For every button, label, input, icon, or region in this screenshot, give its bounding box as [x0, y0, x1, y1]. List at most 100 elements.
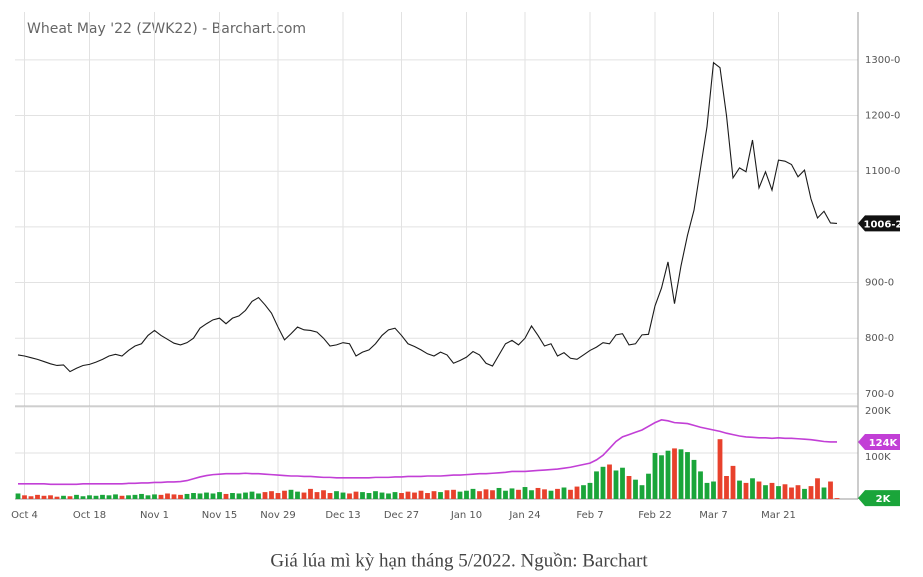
volume-bar — [152, 494, 157, 499]
y-tick-label: 900-0 — [865, 278, 894, 289]
volume-bar — [197, 493, 203, 499]
volume-bar — [119, 495, 125, 499]
volume-bar — [178, 494, 183, 499]
y-tick-label: 1100-0 — [865, 166, 900, 177]
volume-bar — [399, 493, 404, 499]
volume-bar — [217, 492, 222, 499]
volume-bar — [360, 492, 365, 499]
volume-bar — [295, 491, 300, 499]
volume-bar — [48, 495, 53, 499]
volume-bar — [457, 491, 463, 499]
bar-tag: 2K — [876, 494, 892, 505]
x-tick-label: Feb 22 — [638, 510, 672, 521]
volume-bar — [646, 473, 651, 499]
volume-bar — [620, 467, 625, 499]
volume-bar — [28, 496, 34, 499]
volume-bar — [483, 489, 489, 499]
volume-bar — [574, 486, 580, 499]
volume-bar — [815, 478, 820, 499]
volume-bar — [54, 496, 60, 499]
volume-bar — [386, 493, 391, 499]
volume-bar — [22, 495, 27, 499]
volume-bar — [711, 481, 716, 499]
volume-bar — [301, 492, 307, 499]
x-tick-label: Oct 4 — [11, 510, 38, 521]
volume-bar — [769, 482, 775, 499]
volume-bar — [165, 493, 170, 499]
volume-bar — [594, 471, 599, 499]
x-tick-label: Oct 18 — [73, 510, 106, 521]
volume-bar — [425, 493, 430, 499]
volume-bar — [717, 439, 723, 499]
volume-bar — [633, 479, 638, 499]
last-price-tag: 1006-2 — [864, 219, 903, 230]
volume-bar — [828, 481, 833, 499]
x-tick-label: Nov 29 — [260, 510, 295, 521]
volume-bar — [392, 492, 398, 499]
x-tick-label: Jan 24 — [508, 510, 540, 521]
y-tick-label: 100K — [865, 452, 891, 463]
caption: Giá lúa mì kỳ hạn tháng 5/2022. Nguồn: B… — [270, 550, 648, 571]
volume-bar — [308, 488, 313, 499]
volume-bar — [724, 476, 729, 499]
x-tick-label: Feb 7 — [576, 510, 603, 521]
open-interest-line — [18, 419, 837, 486]
volume-bar — [340, 492, 346, 499]
volume-bar — [158, 494, 164, 499]
volume-bar — [438, 492, 443, 499]
volume-bar — [490, 490, 495, 499]
volume-bar — [379, 492, 385, 499]
volume-bar — [412, 492, 417, 499]
volume-bar — [405, 491, 411, 499]
volume-bar — [698, 471, 703, 499]
volume-bar — [126, 495, 131, 499]
volume-bar — [568, 489, 573, 499]
volume-bar — [776, 486, 781, 499]
volume-bar — [535, 487, 541, 499]
volume-bar — [67, 496, 73, 499]
volume-bar — [834, 498, 840, 499]
volume-bar — [613, 470, 619, 499]
volume-bar — [15, 493, 21, 499]
volume-bar — [35, 494, 40, 499]
x-tick-label: Nov 1 — [140, 510, 169, 521]
volume-bar — [496, 487, 502, 499]
volume-bar — [555, 488, 560, 499]
volume-bar — [366, 493, 372, 499]
volume-bar — [249, 491, 255, 499]
volume-bar — [418, 490, 424, 499]
volume-bar — [509, 488, 515, 499]
volume-bar — [243, 492, 248, 499]
volume-bar — [451, 489, 456, 499]
volume-bar — [503, 490, 508, 499]
volume-bar — [262, 492, 268, 499]
volume-bar — [639, 485, 645, 499]
volume-bar — [548, 490, 554, 499]
volume-bar — [106, 495, 112, 499]
volume-bar — [821, 487, 827, 499]
volume-bar — [353, 491, 359, 499]
volume-bar — [587, 482, 593, 499]
volume-bar — [691, 459, 697, 499]
x-tick-label: Dec 13 — [325, 510, 360, 521]
volume-bar — [581, 485, 586, 499]
volume-bar — [756, 481, 762, 499]
volume-bar — [542, 489, 547, 499]
volume-bar — [87, 495, 92, 499]
volume-bar — [516, 489, 521, 499]
volume-bar — [256, 493, 261, 499]
volume-bar — [737, 480, 742, 499]
x-tick-label: Nov 15 — [202, 510, 237, 521]
volume-bar — [672, 448, 677, 499]
volume-bar — [561, 487, 567, 499]
volume-bar — [282, 490, 287, 499]
volume-bar — [529, 490, 534, 499]
volume-bar — [782, 484, 788, 499]
volume-bar — [750, 478, 755, 499]
x-tick-label: Dec 27 — [384, 510, 419, 521]
volume-bar — [743, 482, 749, 499]
volume-bar — [288, 489, 294, 499]
volume-bar — [61, 495, 66, 499]
